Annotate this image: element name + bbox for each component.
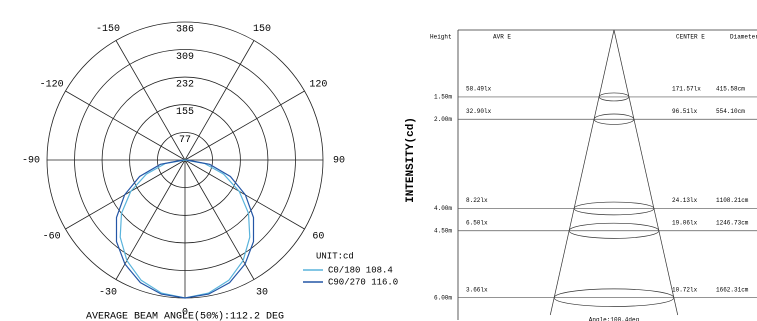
angle-label: -150	[96, 24, 120, 35]
avr-e: 6.50lx	[466, 219, 488, 226]
footer: AVERAGE BEAM ANGLE(50%):112.2 DEG	[86, 311, 284, 321]
legend-label: C0/180 108.4	[328, 265, 393, 275]
ring-label: 155	[176, 107, 194, 118]
height-label: 6.00m	[434, 294, 452, 301]
grid-ray	[184, 159, 255, 280]
angle-label: 90	[333, 156, 345, 167]
avr-e: 3.66lx	[466, 286, 488, 293]
intensity-curve	[115, 159, 255, 299]
unit-label: UNIT:cd	[316, 251, 354, 261]
column-header: AVR E	[493, 34, 511, 41]
cone-edge	[549, 29, 615, 316]
height-label: 4.50m	[434, 227, 452, 234]
center-e: 10.72lx	[672, 286, 698, 293]
diameter-label: 1108.21cm	[716, 197, 749, 204]
ring-label: 386	[176, 25, 194, 36]
angle-label: 120	[309, 80, 327, 91]
center-e: 24.13lx	[672, 197, 698, 204]
angle-label: -60	[43, 232, 61, 243]
ring-label: 77	[179, 135, 191, 146]
center-e: 96.51lx	[672, 108, 698, 115]
column-header: Diameter	[730, 34, 757, 41]
angle-label: -30	[99, 287, 117, 298]
height-label: 4.00m	[434, 205, 452, 212]
avr-e: 32.90lx	[466, 108, 492, 115]
grid-ray	[115, 159, 186, 280]
height-label: 1.50m	[434, 94, 452, 101]
grid-ray	[65, 90, 186, 161]
grid-ray	[184, 40, 255, 161]
angle-label: 30	[256, 287, 268, 298]
avr-e: 8.22lx	[466, 197, 488, 204]
center-e: 19.06lx	[672, 219, 698, 226]
angle-label: 0	[182, 308, 188, 319]
angle-label: 150	[253, 24, 271, 35]
grid-ray	[115, 40, 186, 161]
y-axis-label: INTENSITY(cd)	[405, 117, 417, 203]
ring-label: 309	[176, 52, 194, 63]
diameter-label: 415.58cm	[716, 86, 745, 93]
angle-label: -120	[40, 80, 64, 91]
grid-ray	[184, 90, 305, 161]
column-header: Height	[430, 34, 452, 41]
angle-label: -90	[22, 156, 40, 167]
diameter-label: 1246.73cm	[716, 219, 749, 226]
angle-label: Angle:100.4deg	[589, 317, 640, 321]
cone-edge	[613, 29, 679, 316]
height-label: 2.00m	[434, 116, 452, 123]
column-header: CENTER E	[676, 34, 705, 41]
diameter-label: 1662.31cm	[716, 286, 749, 293]
diameter-label: 554.10cm	[716, 108, 745, 115]
ring-label: 232	[176, 80, 194, 91]
legend-label: C90/270 116.0	[328, 277, 398, 287]
avr-e: 58.49lx	[466, 86, 492, 93]
angle-label: 60	[312, 232, 324, 243]
center-e: 171.57lx	[672, 86, 701, 93]
